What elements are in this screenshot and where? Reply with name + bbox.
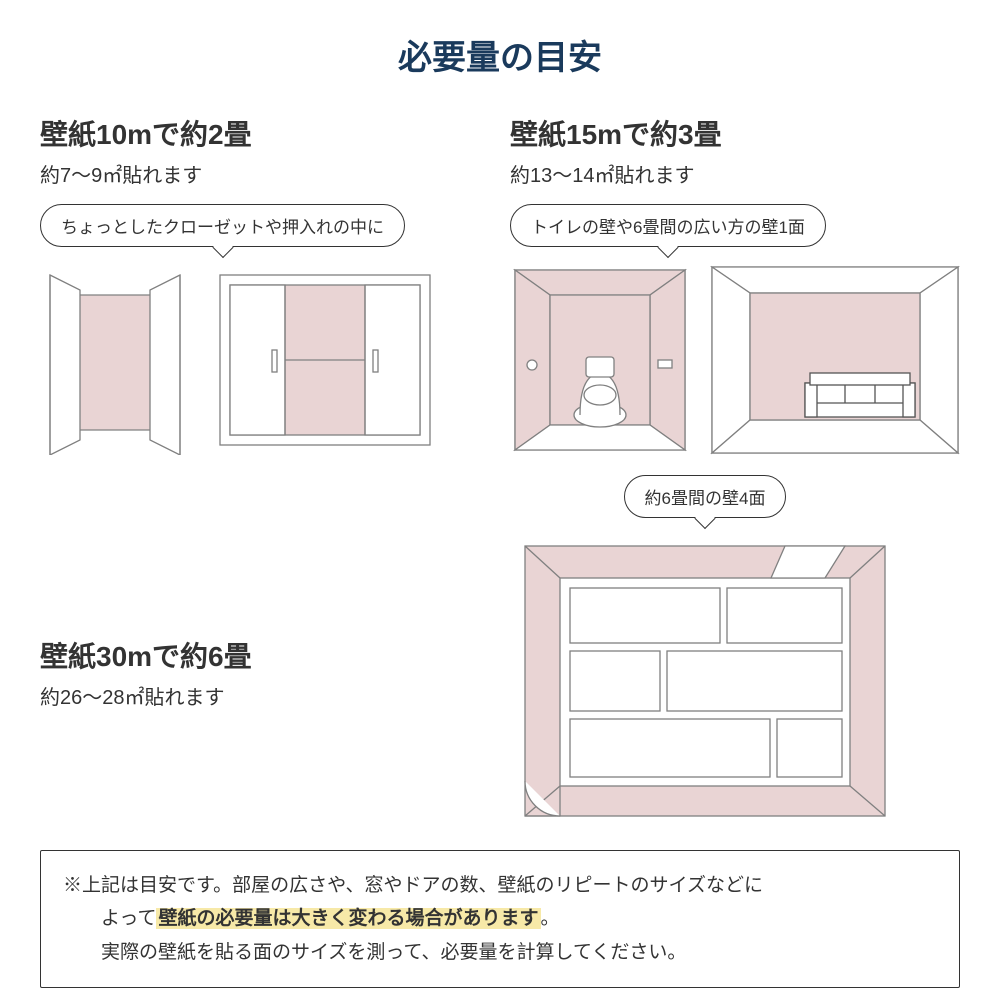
note-line-1: ※上記は目安です。部屋の広さや、窓やドアの数、壁紙のリピートのサイズなどに xyxy=(63,869,937,902)
section-subheading: 約13〜14㎡貼れます xyxy=(510,159,960,188)
section-heading: 壁紙30mで約6畳 xyxy=(40,635,420,675)
note-highlight: 壁紙の必要量は大きく変わる場合があります xyxy=(156,908,540,929)
section-heading: 壁紙15mで約3畳 xyxy=(510,113,960,153)
row-top: 壁紙10mで約2畳 約7〜9㎡貼れます ちょっとしたクローゼットや押入れの中に xyxy=(40,113,960,455)
note-line3-text: 実際の壁紙を貼る面のサイズを測って、必要量を計算してください。 xyxy=(101,942,686,963)
toilet-illustration xyxy=(510,265,690,455)
note-line-2: よって壁紙の必要量は大きく変わる場合があります。 xyxy=(63,902,937,935)
caption-bubble: トイレの壁や6畳間の広い方の壁1面 xyxy=(510,204,826,247)
note-box: ※上記は目安です。部屋の広さや、窓やドアの数、壁紙のリピートのサイズなどに よっ… xyxy=(40,850,960,988)
page-title: 必要量の目安 xyxy=(40,30,960,79)
caption-bubble: ちょっとしたクローゼットや押入れの中に xyxy=(40,204,405,247)
note-line2-prefix: よって xyxy=(101,908,156,929)
note-line2-suffix: 。 xyxy=(541,908,560,929)
living-room-illustration xyxy=(710,265,960,455)
floorplan-illustration xyxy=(515,536,895,826)
section-subheading: 約26〜28㎡貼れます xyxy=(40,681,420,710)
note-line-3: 実際の壁紙を貼る面のサイズを測って、必要量を計算してください。 xyxy=(63,936,937,969)
closet-illustration xyxy=(40,265,190,455)
section-15m: 壁紙15mで約3畳 約13〜14㎡貼れます トイレの壁や6畳間の広い方の壁1面 xyxy=(510,113,960,455)
sliding-door-illustration xyxy=(210,265,440,455)
section-heading: 壁紙10mで約2畳 xyxy=(40,113,470,153)
section-subheading: 約7〜9㎡貼れます xyxy=(40,159,470,188)
section-30m: 壁紙30mで約6畳 約26〜28㎡貼れます 約6畳間の壁4面 xyxy=(40,475,960,826)
caption-bubble: 約6畳間の壁4面 xyxy=(624,475,787,518)
section-10m: 壁紙10mで約2畳 約7〜9㎡貼れます ちょっとしたクローゼットや押入れの中に xyxy=(40,113,470,455)
